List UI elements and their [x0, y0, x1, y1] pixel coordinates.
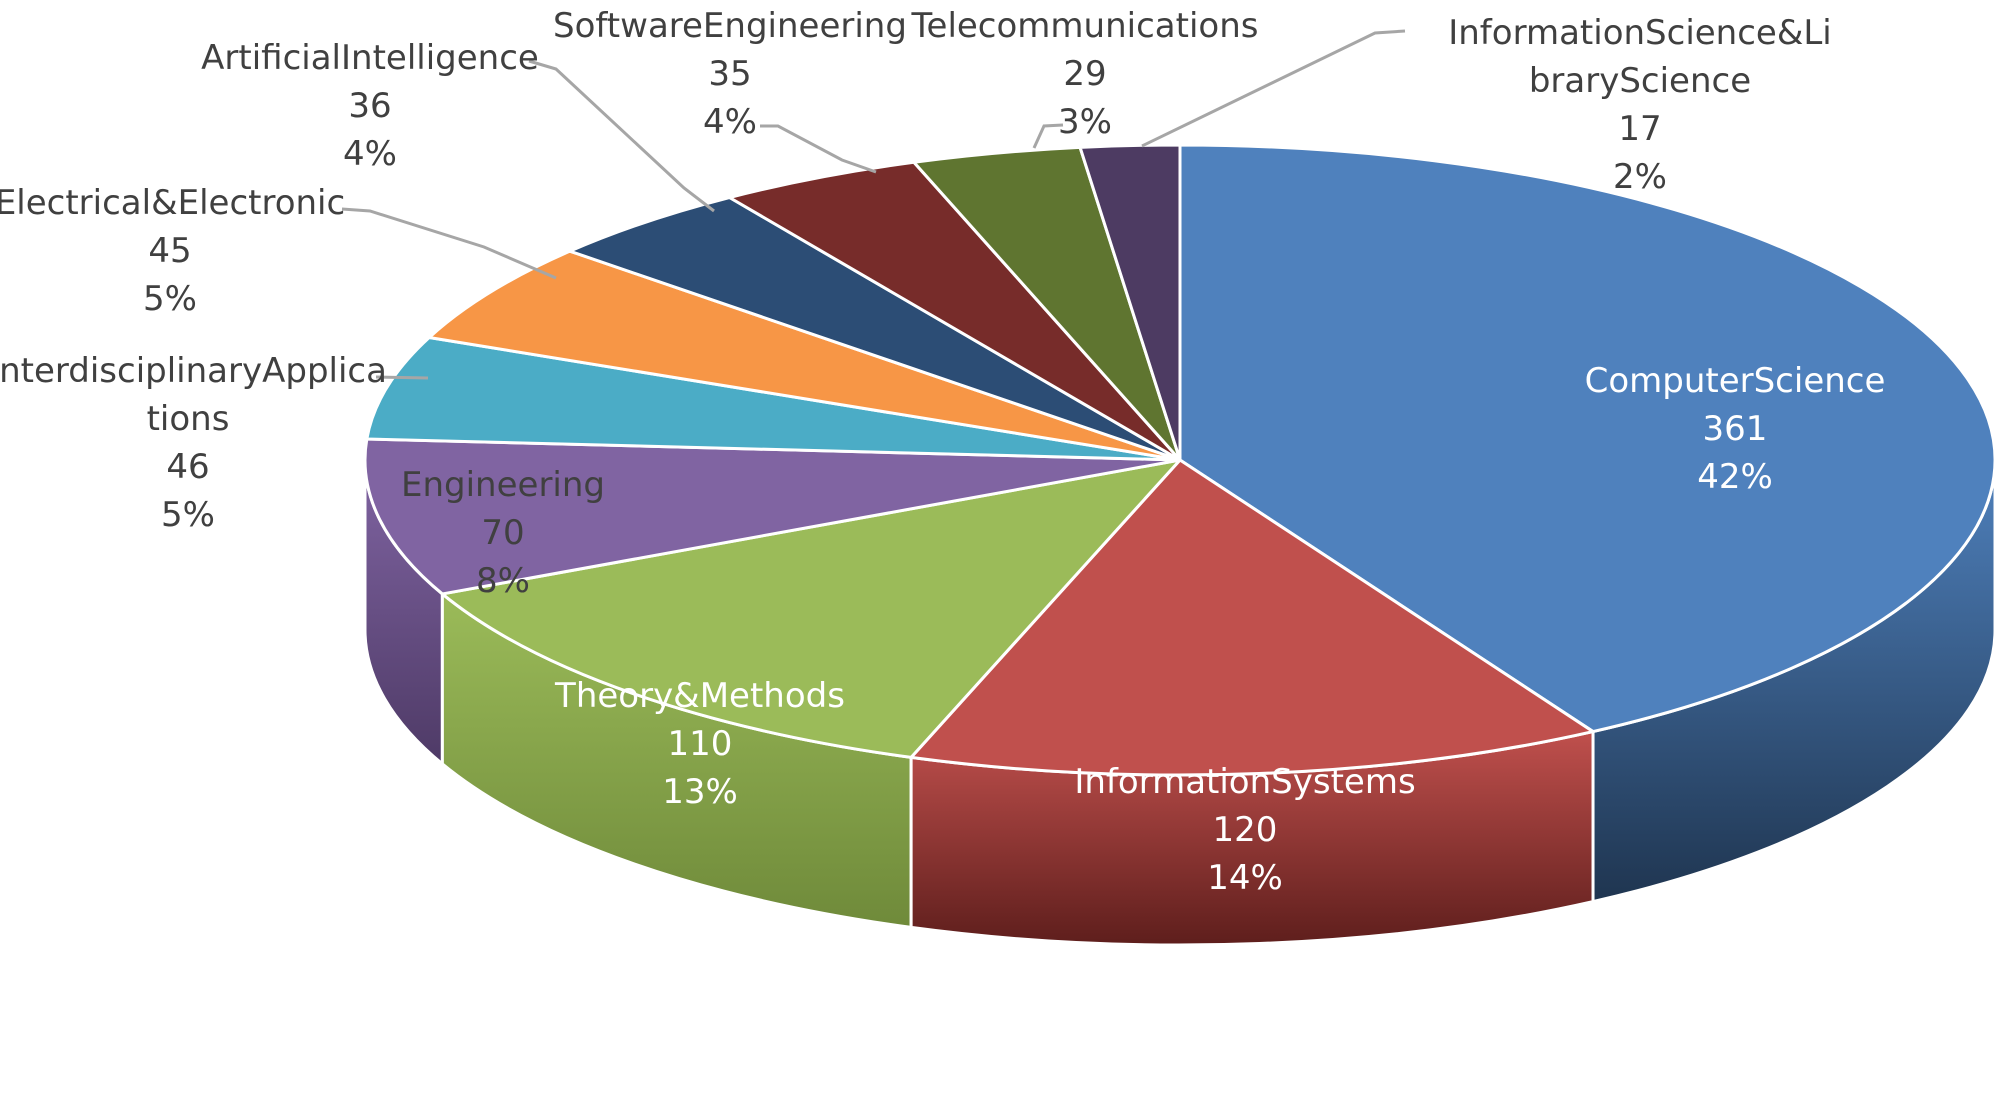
label-value: 120 — [1213, 810, 1278, 850]
data-label-interdisciplinaryapplications: InterdisciplinaryApplica tions 46 5% — [0, 351, 387, 535]
slice-computerscience — [1178, 143, 1997, 734]
data-label-telecommunications: Telecommunications 29 3% — [911, 6, 1259, 142]
label-percent: 14% — [1207, 858, 1283, 898]
pie-top-slices — [363, 143, 1997, 777]
label-value: 35 — [708, 54, 751, 94]
label-percent: 8% — [476, 561, 530, 601]
label-value: 361 — [1703, 409, 1768, 449]
leader-lines — [341, 29, 1406, 380]
label-percent: 5% — [161, 495, 215, 535]
label-name: Engineering — [401, 465, 605, 505]
label-percent: 2% — [1613, 157, 1667, 197]
label-value: 46 — [166, 447, 209, 487]
slice-softwareengineering — [728, 160, 1182, 462]
label-percent: 4% — [343, 134, 397, 174]
slice-artificialintelligence — [568, 196, 1182, 462]
leader-line-telecommunications — [1032, 123, 1064, 149]
slice-electrical-electronic — [427, 249, 1182, 462]
label-percent: 5% — [143, 279, 197, 319]
slice-informationsystems — [909, 458, 1595, 777]
data-label-electrical-electronic: Electrical&Electronic 45 5% — [0, 183, 345, 319]
label-value: 17 — [1618, 109, 1661, 149]
label-name: braryScience — [1529, 61, 1751, 101]
label-name: Telecommunications — [911, 6, 1259, 46]
leader-line-softwareengineering — [760, 124, 877, 174]
data-label-engineering: Engineering 70 8% — [401, 465, 605, 601]
label-percent: 4% — [703, 102, 757, 142]
leader-line-artificialintelligence — [528, 59, 715, 213]
label-name: Electrical&Electronic — [0, 183, 345, 223]
label-percent: 13% — [662, 772, 738, 812]
label-name: InformationScience&Li — [1448, 13, 1832, 53]
data-label-theory-methods: Theory&Methods 110 13% — [554, 676, 845, 812]
data-label-informationsystems: InformationSystems 120 14% — [1074, 762, 1415, 898]
data-label-informationscience-libraryscience: InformationScience&Li braryScience 17 2% — [1448, 13, 1832, 197]
leader-line-interdisciplinaryapplications — [375, 375, 429, 380]
slice-theory-methods — [440, 458, 1182, 759]
label-value: 110 — [668, 724, 733, 764]
data-label-softwareengineering: SoftwareEngineering 35 4% — [553, 6, 907, 142]
label-name: tions — [147, 399, 230, 439]
label-value: 29 — [1063, 54, 1106, 94]
label-percent: 42% — [1697, 457, 1773, 497]
data-labels: ComputerScience 361 42% InformationSystems 1… — [0, 6, 1885, 898]
slice-interdisciplinaryapplications — [365, 335, 1182, 462]
data-label-computerscience: ComputerScience 361 42% — [1585, 361, 1886, 497]
slice-informationscience-libraryscience — [1078, 143, 1182, 462]
label-value: 36 — [348, 86, 391, 126]
label-percent: 3% — [1058, 102, 1112, 142]
label-name: InterdisciplinaryApplica — [0, 351, 387, 391]
label-name: Theory&Methods — [554, 676, 845, 716]
label-value: 45 — [148, 231, 191, 271]
leader-line-informationscience-libraryscience — [1141, 29, 1406, 148]
label-value: 70 — [481, 513, 524, 553]
label-name: InformationSystems — [1074, 762, 1415, 802]
label-name: ComputerScience — [1585, 361, 1886, 401]
label-name: ArtificialIntelligence — [201, 38, 539, 78]
label-name: SoftwareEngineering — [553, 6, 907, 46]
slice-engineering — [363, 437, 1182, 596]
leader-line-electrical-electronic — [341, 207, 557, 280]
data-label-artificialintelligence: ArtificialIntelligence 36 4% — [201, 38, 539, 174]
